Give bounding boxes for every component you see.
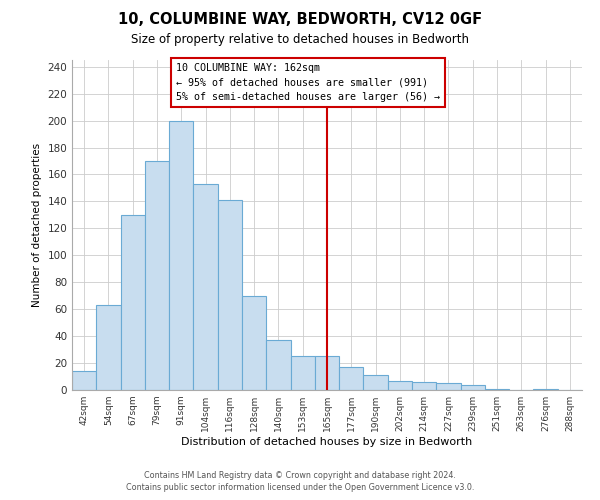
Text: 10 COLUMBINE WAY: 162sqm
← 95% of detached houses are smaller (991)
5% of semi-d: 10 COLUMBINE WAY: 162sqm ← 95% of detach… bbox=[176, 62, 440, 102]
Bar bbox=[339, 367, 364, 390]
Bar bbox=[364, 375, 388, 390]
Text: Size of property relative to detached houses in Bedworth: Size of property relative to detached ho… bbox=[131, 32, 469, 46]
Bar bbox=[315, 356, 339, 390]
Bar bbox=[121, 215, 145, 390]
Y-axis label: Number of detached properties: Number of detached properties bbox=[32, 143, 42, 307]
Bar bbox=[145, 161, 169, 390]
Bar bbox=[242, 296, 266, 390]
X-axis label: Distribution of detached houses by size in Bedworth: Distribution of detached houses by size … bbox=[181, 437, 473, 447]
Bar bbox=[72, 371, 96, 390]
Bar bbox=[266, 340, 290, 390]
Bar bbox=[388, 380, 412, 390]
Bar bbox=[193, 184, 218, 390]
Text: 10, COLUMBINE WAY, BEDWORTH, CV12 0GF: 10, COLUMBINE WAY, BEDWORTH, CV12 0GF bbox=[118, 12, 482, 28]
Text: Contains HM Land Registry data © Crown copyright and database right 2024.
Contai: Contains HM Land Registry data © Crown c… bbox=[126, 471, 474, 492]
Bar bbox=[412, 382, 436, 390]
Bar bbox=[290, 356, 315, 390]
Bar bbox=[485, 388, 509, 390]
Bar bbox=[436, 384, 461, 390]
Bar bbox=[461, 384, 485, 390]
Bar bbox=[533, 388, 558, 390]
Bar bbox=[96, 305, 121, 390]
Bar bbox=[218, 200, 242, 390]
Bar bbox=[169, 120, 193, 390]
